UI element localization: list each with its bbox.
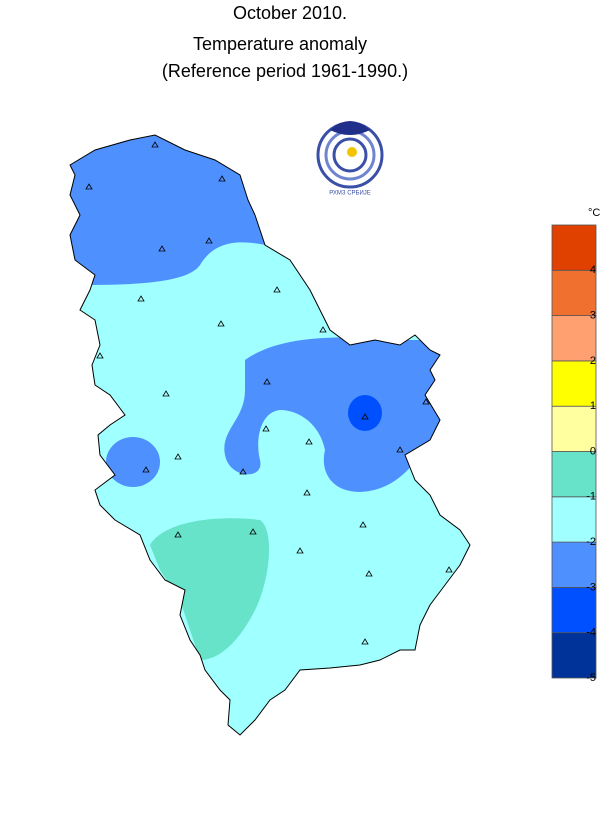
map-area [69,134,471,736]
legend-bin [551,224,597,271]
title-line: (Reference period 1961-1990.) [162,61,408,81]
anomaly-zone [150,518,270,660]
legend-bin [551,587,597,634]
logo: РХМЗ СРБИЈЕ [316,121,384,197]
anomaly-zone [224,337,450,492]
legend-tick-label: -3 [586,581,596,593]
title-line: Temperature anomaly [193,34,367,54]
anomaly-zone [106,437,160,487]
legend-tick-label: -4 [586,627,596,639]
title-line: October 2010. [233,3,347,23]
legend-tick-label: -5 [586,672,596,684]
legend-bin [551,496,597,543]
anomaly-zone [70,135,265,285]
legend-tick-label: 3 [590,310,596,322]
legend-tick-label: 4 [590,264,596,276]
legend-tick-label: -1 [586,491,596,503]
legend-unit: °C [588,207,600,219]
legend-tick-label: -2 [586,536,596,548]
legend-bin [551,269,597,316]
legend-bin [551,541,597,588]
legend-bin [551,315,597,362]
anomaly-zone [348,395,382,431]
legend-bin [551,360,597,407]
legend-tick-label: 0 [590,445,596,457]
legend-bin [551,405,597,452]
legend-bin [551,451,597,498]
legend-bin [551,632,597,679]
legend-tick-label: 2 [590,355,596,367]
logo-text: РХМЗ СРБИЈЕ [329,191,371,197]
legend-tick-label: 1 [590,400,596,412]
legend: °C -5 -4 -3 -2 -1 0 1 2 3 4 [551,207,600,684]
